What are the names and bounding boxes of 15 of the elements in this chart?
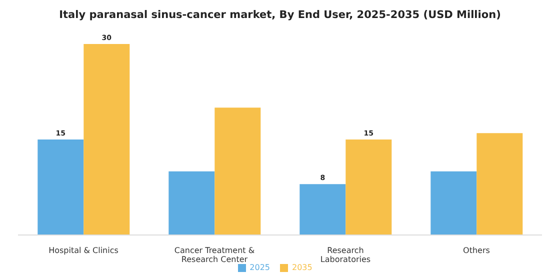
bar [38, 140, 84, 235]
bar [346, 140, 392, 235]
x-tick-label: Research Laboratories [320, 246, 371, 264]
bar [476, 133, 523, 235]
bar [84, 44, 130, 235]
chart-title: Italy paranasal sinus-cancer market, By End User, 2025-2035 (USD Million) [58, 8, 502, 23]
x-tick-label: Cancer Treatment & Research Center [174, 246, 255, 264]
bar [300, 184, 346, 235]
x-tick-label: Hospital & Clinics [48, 246, 118, 255]
x-tick-label: Others [463, 246, 490, 255]
bar [214, 108, 261, 235]
bar [430, 171, 477, 235]
legend-label: 2025 [250, 263, 270, 272]
bar [168, 171, 215, 235]
legend-label: 2035 [292, 263, 312, 272]
